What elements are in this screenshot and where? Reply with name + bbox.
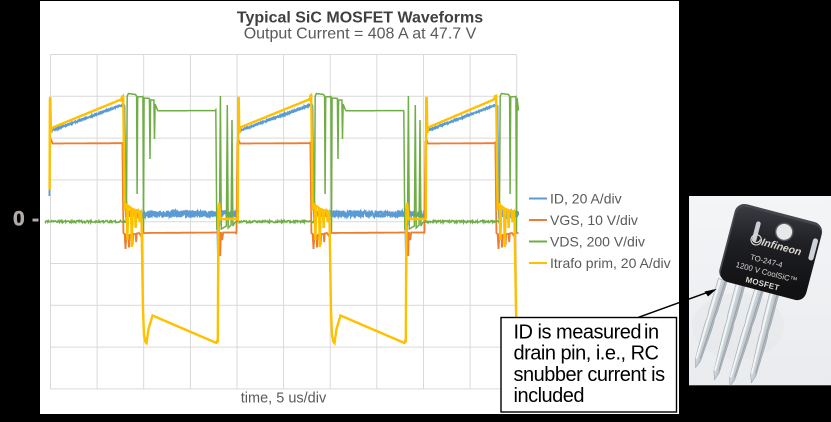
svg-text:included: included [514, 385, 585, 407]
svg-text:time, 5 us/div: time, 5 us/div [241, 391, 327, 407]
svg-text:drain pin, i.e.,RC: drain pin, i.e., RC [514, 343, 659, 365]
svg-text:Output Current = 408 A at 47.7: Output Current = 408 A at 47.7 V [244, 26, 477, 43]
svg-text:VGS, 10 V/div: VGS, 10 V/div [550, 212, 638, 228]
svg-text:Typical SiC MOSFET Waveforms: Typical SiC MOSFET Waveforms [237, 10, 483, 27]
svg-text:0: 0 [13, 208, 25, 231]
svg-text:Itrafo prim, 20 A/div: Itrafo prim, 20 A/div [550, 255, 671, 271]
svg-text:VDS, 200 V/div: VDS, 200 V/div [550, 234, 645, 250]
svg-text:ID, 20 A/div: ID, 20 A/div [550, 191, 622, 207]
svg-text:snubber current is: snubber current is [514, 364, 666, 386]
